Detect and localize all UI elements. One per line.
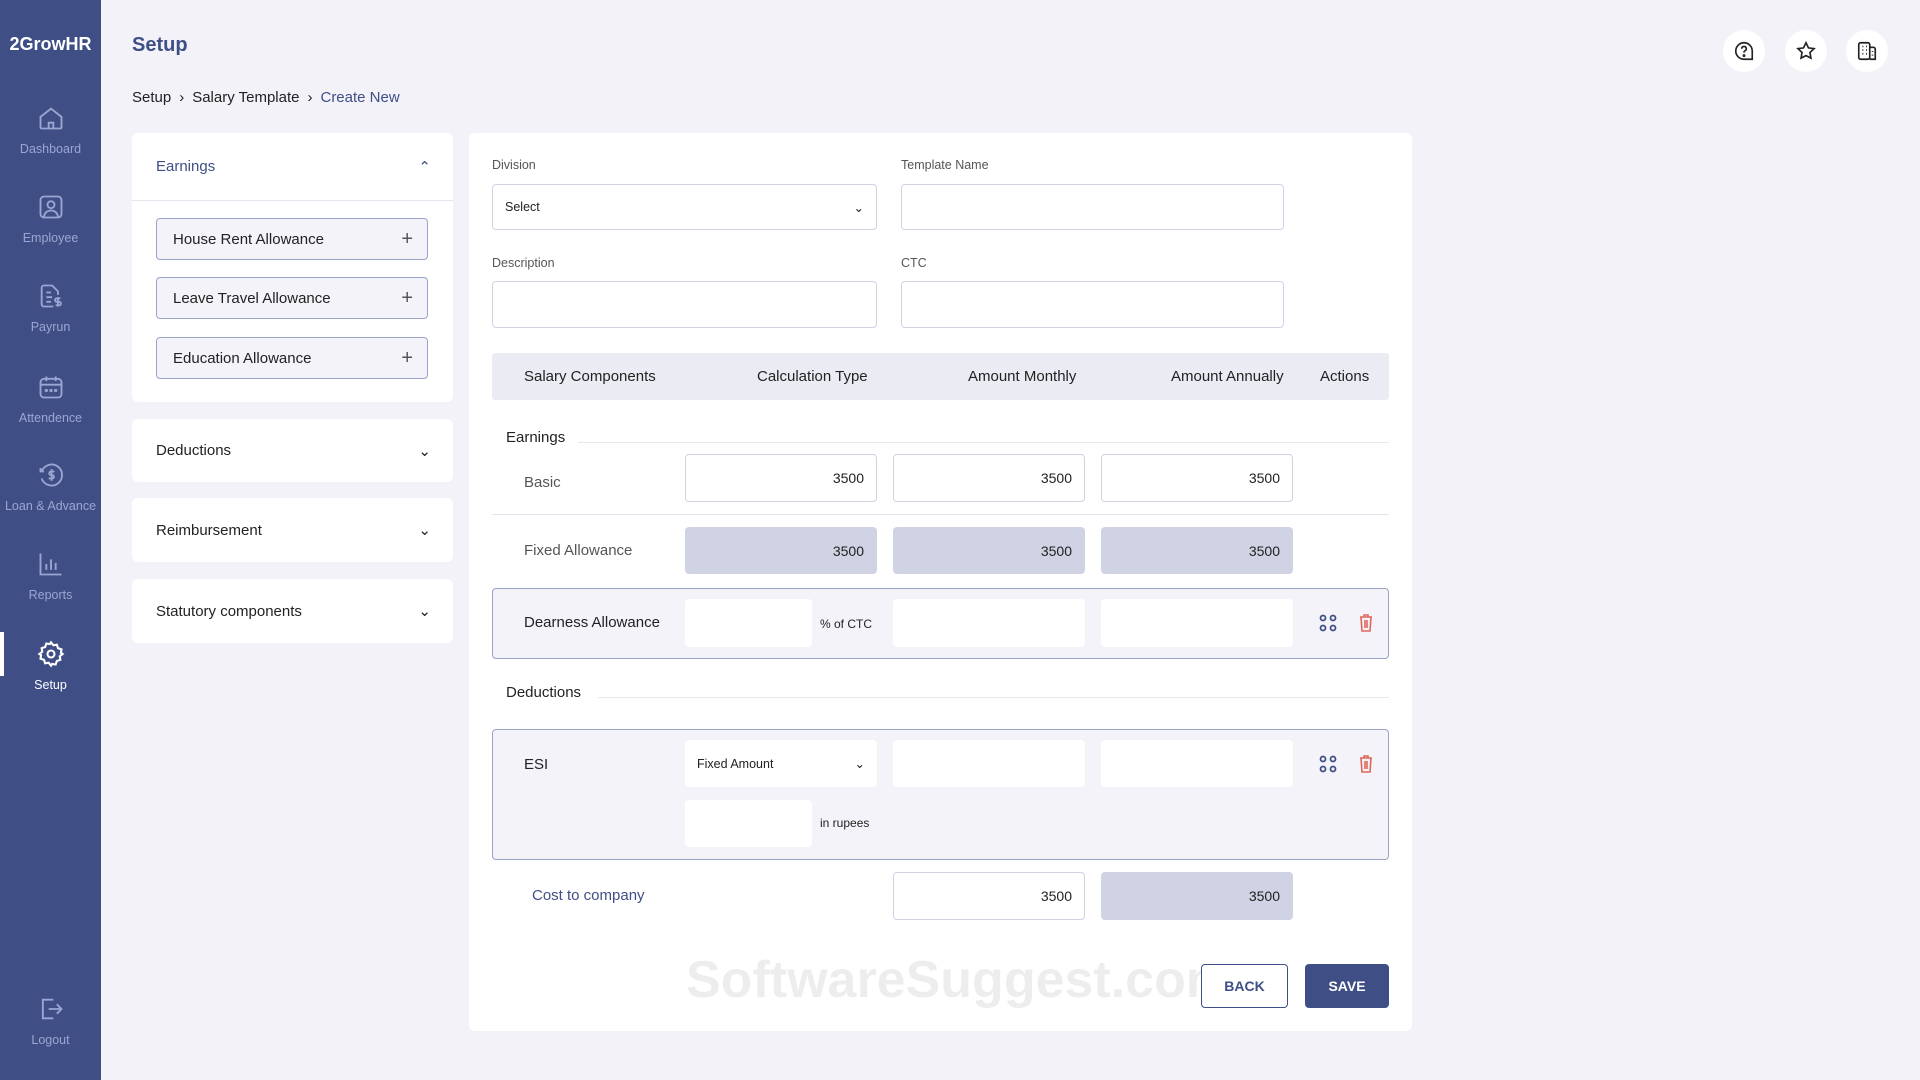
template-name-label: Template Name — [901, 158, 989, 172]
division-select[interactable]: Select ⌄ — [492, 184, 877, 230]
breadcrumb-salary-template[interactable]: Salary Template — [192, 89, 300, 106]
division-label: Division — [492, 158, 536, 172]
breadcrumb-setup[interactable]: Setup — [132, 89, 172, 106]
fixed-monthly-value: 3500 — [893, 527, 1085, 574]
esi-calc-type-select[interactable]: Fixed Amount ⌄ — [685, 740, 877, 787]
esi-label: ESI — [524, 756, 549, 773]
table-header — [492, 353, 1389, 400]
sidebar-item-dashboard[interactable]: Dashboard — [0, 104, 101, 156]
description-input[interactable] — [492, 281, 877, 328]
divider — [578, 442, 1389, 443]
breadcrumb: Setup › Salary Template › Create New — [132, 89, 400, 106]
basic-annually-input[interactable]: 3500 — [1101, 454, 1293, 502]
esi-annually-input[interactable] — [1101, 740, 1293, 787]
add-education-allowance[interactable]: Education Allowance + — [156, 337, 428, 379]
chevron-down-icon: ⌄ — [418, 522, 431, 539]
calendar-icon — [39, 376, 62, 399]
plus-icon: + — [401, 286, 413, 309]
sidebar-item-loan-advance[interactable]: Loan & Advance — [0, 461, 101, 513]
earnings-section-label: Earnings — [506, 429, 566, 446]
drag-handle-icon[interactable] — [1318, 754, 1338, 774]
chevron-down-icon: ⌄ — [418, 442, 431, 460]
cost-to-company-label: Cost to company — [532, 887, 645, 904]
ctc-annually-value: 3500 — [1101, 872, 1293, 920]
column-header: Amount Annually — [1171, 368, 1284, 385]
plus-icon: + — [401, 227, 413, 250]
earnings-panel: Earnings ⌃ House Rent Allowance + Leave Tr… — [132, 133, 453, 402]
building-icon — [1857, 41, 1877, 61]
chevron-down-icon: ⌄ — [853, 200, 864, 215]
payroll-icon — [40, 284, 62, 308]
add-leave-travel-allowance[interactable]: Leave Travel Allowance + — [156, 277, 428, 319]
logout-button[interactable]: Logout — [0, 995, 101, 1047]
ctc-label: CTC — [901, 256, 927, 270]
column-header: Calculation Type — [757, 368, 868, 385]
trash-icon[interactable] — [1358, 613, 1374, 633]
dearness-monthly-input[interactable] — [893, 599, 1085, 647]
trash-icon[interactable] — [1358, 754, 1374, 774]
fixed-allowance-label: Fixed Allowance — [524, 542, 633, 559]
sidebar-item-setup[interactable]: Setup — [0, 632, 101, 692]
back-button[interactable]: BACK — [1201, 964, 1288, 1008]
page-title: Setup — [132, 34, 188, 56]
gear-icon — [37, 640, 64, 668]
dearness-annually-input[interactable] — [1101, 599, 1293, 647]
favorite-button[interactable] — [1785, 30, 1827, 72]
chevron-down-icon: ⌄ — [418, 603, 431, 620]
breadcrumb-create-new: Create New — [320, 89, 400, 106]
reimbursement-accordion[interactable]: Reimbursement ⌄ — [132, 498, 453, 562]
in-rupees-label: in rupees — [820, 816, 870, 830]
drag-handle-icon[interactable] — [1318, 613, 1338, 633]
basic-label: Basic — [524, 474, 561, 491]
deductions-section-label: Deductions — [506, 684, 582, 701]
logout-icon — [41, 998, 63, 1020]
basic-calc-input[interactable]: 3500 — [685, 454, 877, 502]
save-button[interactable]: SAVE — [1305, 964, 1389, 1008]
watermark: SoftwareSuggest.com — [686, 951, 1233, 1009]
chevron-right-icon: › — [179, 89, 185, 106]
chevron-right-icon: › — [307, 89, 313, 106]
dearness-allowance-label: Dearness Allowance — [524, 614, 660, 631]
help-button[interactable] — [1723, 30, 1765, 72]
basic-monthly-input[interactable]: 3500 — [893, 454, 1085, 502]
esi-amount-input[interactable] — [685, 800, 812, 847]
user-icon — [39, 195, 62, 219]
chart-icon — [39, 553, 61, 576]
column-header: Salary Components — [524, 368, 656, 385]
earnings-accordion-header[interactable]: Earnings ⌃ — [132, 133, 453, 201]
column-header: Actions — [1320, 368, 1370, 385]
help-icon — [1735, 41, 1754, 61]
sidebar-item-employee[interactable]: Employee — [0, 193, 101, 245]
loan-icon — [39, 463, 63, 487]
plus-icon: + — [401, 346, 413, 369]
percent-of-ctc-label: % of CTC — [820, 617, 873, 631]
sidebar-item-attendence[interactable]: Attendence — [0, 373, 101, 425]
chevron-down-icon: ⌄ — [854, 757, 865, 771]
star-icon — [1796, 40, 1816, 60]
statutory-components-accordion[interactable]: Statutory components ⌄ — [132, 579, 453, 643]
template-name-input[interactable] — [901, 184, 1284, 230]
sidebar: 2GrowHR Dashboard Employee Payrun Attend… — [0, 0, 101, 1080]
fixed-calc-value: 3500 — [685, 527, 877, 574]
chevron-up-icon: ⌃ — [418, 158, 431, 176]
logo: 2GrowHR — [9, 34, 92, 54]
fixed-annually-value: 3500 — [1101, 527, 1293, 574]
sidebar-item-reports[interactable]: Reports — [0, 550, 101, 602]
ctc-monthly-value: 3500 — [893, 872, 1085, 920]
dearness-percent-input[interactable] — [685, 599, 812, 647]
add-house-rent-allowance[interactable]: House Rent Allowance + — [156, 218, 428, 260]
esi-monthly-input[interactable] — [893, 740, 1085, 787]
company-button[interactable] — [1846, 30, 1888, 72]
ctc-input[interactable] — [901, 281, 1284, 328]
divider — [492, 514, 1389, 515]
sidebar-item-payrun[interactable]: Payrun — [0, 282, 101, 334]
column-header: Amount Monthly — [968, 368, 1077, 385]
home-icon — [39, 107, 62, 130]
deductions-accordion[interactable]: Deductions ⌄ — [132, 419, 453, 482]
description-label: Description — [492, 256, 555, 270]
divider — [598, 697, 1389, 698]
